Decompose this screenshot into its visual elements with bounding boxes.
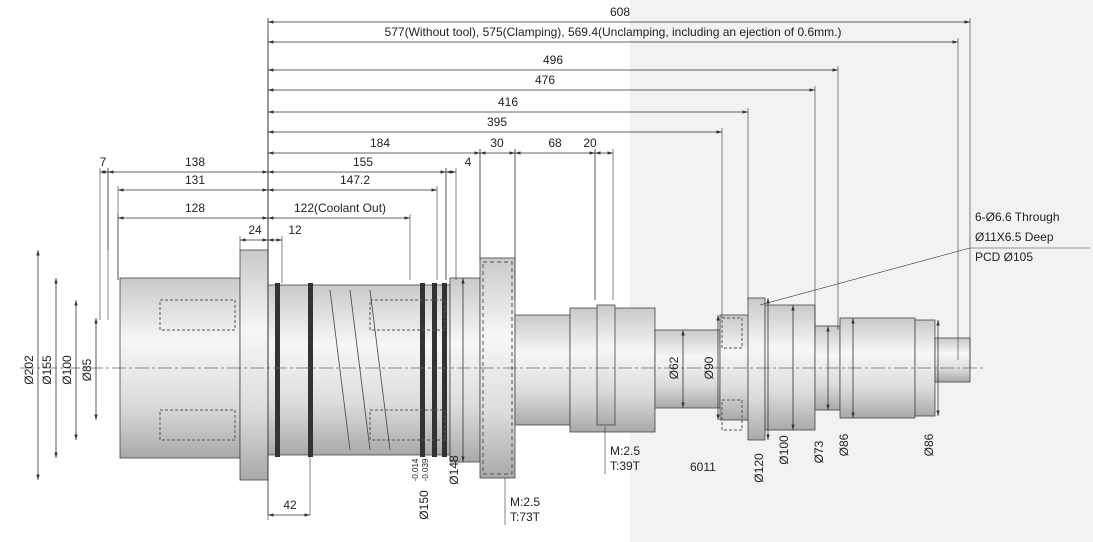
- diameter-label: Ø150: [417, 490, 431, 520]
- diameter-label: Ø148: [447, 455, 461, 485]
- dimension-label: 128: [185, 201, 205, 215]
- callout-text: Ø11X6.5 Deep: [975, 230, 1054, 244]
- dimension-label: 496: [543, 53, 563, 67]
- spindle-section: [747, 297, 766, 441]
- seal-groove: [420, 283, 425, 457]
- dimension-label: 608: [610, 5, 630, 19]
- dimension-label: 4: [465, 155, 472, 169]
- spindle-section: [719, 314, 749, 421]
- dimension-label: 42: [283, 498, 297, 512]
- bearing: [159, 409, 236, 441]
- tolerance: -0.014: [411, 458, 420, 481]
- thread: [349, 289, 371, 451]
- gear-teeth: T:73T: [510, 510, 541, 524]
- dimension-label: 20: [583, 136, 597, 150]
- bearing-label: 6011: [690, 460, 716, 474]
- dimension-label: 12: [288, 223, 302, 237]
- dimension-label: 24: [248, 223, 262, 237]
- seal-groove: [432, 283, 437, 457]
- annotations: 608 577(Without tool), 575(Clamping), 569…: [22, 5, 1090, 525]
- diameter-label: Ø100: [60, 355, 74, 385]
- diameter-label: Ø120: [752, 453, 766, 483]
- callout-text: 6-Ø6.6 Through: [975, 210, 1060, 224]
- dimension-label: 184: [370, 136, 390, 150]
- tolerance: -0.039: [421, 458, 430, 481]
- bearing: [721, 399, 743, 431]
- diameter-label: Ø86: [837, 433, 851, 456]
- dimension-label: 577(Without tool), 575(Clamping), 569.4(…: [385, 25, 842, 39]
- spindle: [20, 18, 985, 520]
- diameter-label: Ø85: [80, 358, 94, 381]
- gear-module: M:2.5: [510, 495, 540, 509]
- thread: [329, 289, 351, 451]
- diameter-label: Ø155: [40, 355, 54, 385]
- thread: [369, 289, 391, 451]
- diameter-label: Ø62: [667, 356, 681, 379]
- dimension-label: 131: [185, 173, 205, 187]
- dimension-label: 395: [487, 115, 507, 129]
- seal-groove: [275, 283, 280, 457]
- spindle-section: [267, 284, 451, 456]
- dimension-label: 476: [535, 73, 555, 87]
- spindle-section: [934, 337, 971, 383]
- diameter-label: Ø90: [702, 356, 716, 379]
- spindle-section: [449, 277, 481, 463]
- diameter-label: Ø100: [777, 435, 791, 465]
- dimension-label: 122(Coolant Out): [294, 201, 386, 215]
- seal-groove: [308, 283, 313, 457]
- bearing: [159, 299, 236, 331]
- spindle-section: [239, 249, 269, 481]
- dimension-label: 155: [353, 155, 373, 169]
- callout-text: PCD Ø105: [975, 250, 1033, 264]
- dimension-label: 7: [100, 155, 107, 169]
- diameter-label: Ø73: [812, 440, 826, 463]
- dimension-label: 416: [498, 95, 518, 109]
- dimension-label: 68: [548, 136, 562, 150]
- seal-groove: [442, 283, 447, 457]
- spindle-section: [654, 329, 721, 409]
- gear-module: M:2.5: [610, 444, 640, 458]
- dimension-label: 147.2: [340, 173, 370, 187]
- diameter-label: Ø86: [922, 433, 936, 456]
- gear-teeth: T:39T: [610, 459, 641, 473]
- diameter-label: Ø202: [22, 355, 36, 385]
- bearing: [369, 409, 446, 441]
- leader: [759, 247, 971, 306]
- spindle-section: [514, 314, 571, 426]
- bearing: [369, 299, 446, 331]
- dimension-label: 30: [490, 136, 504, 150]
- bearing: [721, 317, 743, 349]
- gear: [596, 304, 616, 426]
- spindle-section: [764, 304, 816, 431]
- dimension-label: 138: [185, 155, 205, 169]
